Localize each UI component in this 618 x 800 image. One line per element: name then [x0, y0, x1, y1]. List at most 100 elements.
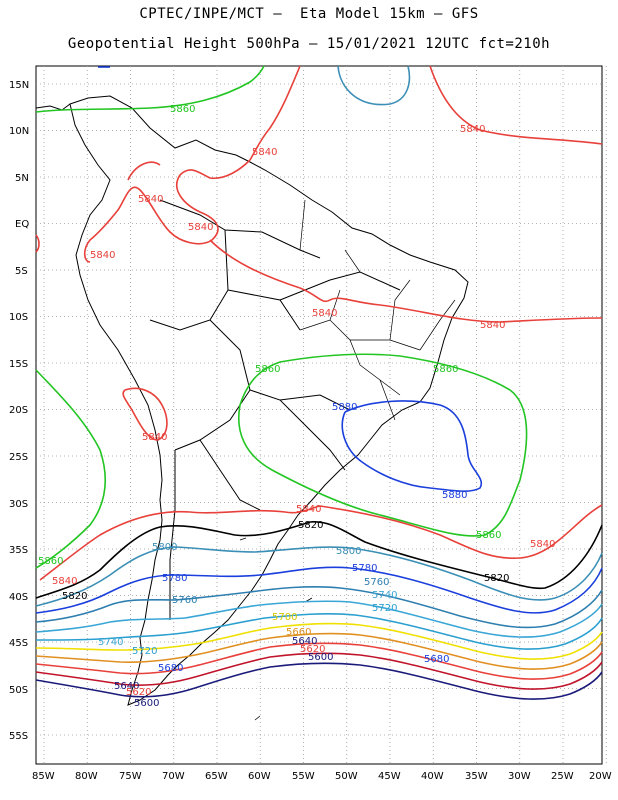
- contour-5880-north: [337, 65, 411, 106]
- contour-label: 5620: [126, 687, 151, 698]
- contour-label: 5840: [252, 147, 277, 158]
- contour-label: 5600: [134, 698, 159, 709]
- contour-5840-north: [249, 65, 603, 161]
- contour-5720: [35, 612, 603, 650]
- lat-label: 30S: [9, 499, 28, 510]
- lon-label: 30W: [508, 771, 531, 782]
- contour-5640: [35, 642, 603, 680]
- contour-label: 5720: [132, 646, 157, 657]
- lon-label: 40W: [421, 771, 444, 782]
- contour-label: 5880: [332, 402, 357, 413]
- contour-5780: [35, 566, 603, 614]
- contour-5620: [35, 652, 603, 690]
- contour-5740: [35, 600, 603, 638]
- contour-label: 5860: [255, 364, 280, 375]
- lat-label: EQ: [15, 219, 29, 230]
- contour-label: 5800: [152, 542, 177, 553]
- contour-label: 5820: [62, 591, 87, 602]
- lat-label: 10N: [9, 126, 29, 137]
- latitude-labels: 15N 10N 5N EQ 5S 10S 15S 20S 25S 30S 35S…: [9, 80, 29, 742]
- contour-label: 5680: [158, 663, 183, 674]
- contour-5840-southwest: [39, 504, 603, 581]
- contour-5600: [35, 662, 603, 700]
- lat-label: 45S: [9, 638, 28, 649]
- lat-label: 25S: [9, 452, 28, 463]
- contour-label: 5840: [312, 308, 337, 319]
- lat-label: 50S: [9, 685, 28, 696]
- contour-5840-peru: [122, 387, 168, 441]
- map-title-line-2: Geopotential Height 500hPa – 15/01/2021 …: [67, 36, 551, 52]
- contour-label: 5640: [114, 681, 139, 692]
- contour-5820: [35, 521, 603, 599]
- lon-label: 20W: [589, 771, 612, 782]
- contour-5860-central: [238, 353, 528, 537]
- contour-lines: [35, 65, 603, 700]
- contour-label: 5700: [272, 612, 297, 623]
- lat-label: 5S: [15, 266, 28, 277]
- contour-5840-equator: [209, 239, 603, 323]
- contour-label: 5640: [292, 636, 317, 647]
- contour-label: 5620: [300, 644, 325, 655]
- contour-label: 5880: [442, 490, 467, 501]
- contour-5880-central: [341, 400, 483, 492]
- lat-label: 15N: [9, 80, 29, 91]
- contour-label: 5840: [138, 194, 163, 205]
- lat-label: 55S: [9, 731, 28, 742]
- lat-label: 15S: [9, 359, 28, 370]
- contour-label: 5840: [188, 222, 213, 233]
- longitude-labels: 85W 80W 75W 70W 65W 60W 55W 50W 45W 40W …: [32, 771, 612, 782]
- contour-label: 5820: [298, 520, 323, 531]
- lon-label: 50W: [335, 771, 358, 782]
- lon-label: 25W: [551, 771, 574, 782]
- contour-5760: [35, 585, 603, 629]
- lat-label: 35S: [9, 545, 28, 556]
- contour-label: 5800: [336, 546, 361, 557]
- contour-5660: [35, 632, 603, 670]
- contour-label: 5860: [38, 556, 63, 567]
- contour-label: 5760: [364, 577, 389, 588]
- contour-label: 5860: [476, 530, 501, 541]
- contour-5700: [35, 622, 603, 660]
- coastlines: [35, 95, 469, 721]
- lon-label: 45W: [378, 771, 401, 782]
- lon-label: 55W: [292, 771, 315, 782]
- contour-5860-north: [35, 65, 265, 113]
- contour-label: 5600: [308, 652, 333, 663]
- contour-label: 5720: [372, 603, 397, 614]
- contour-label: 5740: [372, 590, 397, 601]
- contour-5860-west: [35, 369, 106, 569]
- brazil-states: [299, 199, 456, 421]
- contour-label: 5860: [433, 364, 458, 375]
- contour-label: 5780: [352, 563, 377, 574]
- contour-label: 5780: [162, 573, 187, 584]
- contour-label: 5840: [90, 250, 115, 261]
- contour-label: 5740: [98, 637, 123, 648]
- contour-label: 5840: [460, 124, 485, 135]
- lon-label: 35W: [465, 771, 488, 782]
- contour-label: 5680: [424, 654, 449, 665]
- national-borders: [149, 199, 401, 620]
- lon-label: 65W: [205, 771, 228, 782]
- south-america-coast: [69, 95, 469, 706]
- contour-label: 5840: [296, 504, 321, 515]
- contour-label: 5820: [484, 573, 509, 584]
- lat-label: 40S: [9, 592, 28, 603]
- contour-label: 5760: [172, 595, 197, 606]
- contour-label: 5840: [480, 320, 505, 331]
- contour-label: 5840: [142, 432, 167, 443]
- contour-labels: 5860 5840 5840 5840 5840 5840 5840 5840 …: [38, 104, 555, 709]
- contour-5800: [35, 546, 603, 607]
- lon-label: 80W: [75, 771, 98, 782]
- lon-label: 60W: [248, 771, 271, 782]
- lat-label: 5N: [15, 173, 29, 184]
- lon-label: 85W: [32, 771, 55, 782]
- contour-label: 5660: [286, 627, 311, 638]
- lat-label: 20S: [9, 405, 28, 416]
- lat-label: 10S: [9, 312, 28, 323]
- contour-5840-venezuela: [35, 159, 251, 263]
- contour-label: 5840: [530, 539, 555, 550]
- lon-label: 70W: [162, 771, 185, 782]
- contour-label: 5860: [170, 104, 195, 115]
- lon-label: 75W: [119, 771, 142, 782]
